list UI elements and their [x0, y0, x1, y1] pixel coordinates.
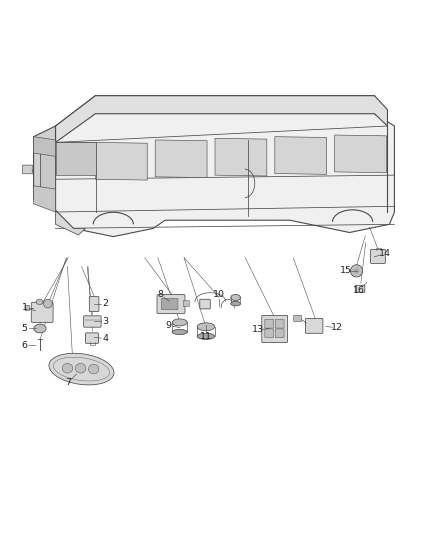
Text: 15: 15 — [339, 266, 352, 276]
Text: 13: 13 — [252, 325, 265, 334]
Polygon shape — [215, 138, 267, 176]
Text: 5: 5 — [22, 324, 28, 333]
FancyBboxPatch shape — [262, 316, 288, 343]
Text: 2: 2 — [102, 299, 109, 308]
Ellipse shape — [49, 353, 114, 385]
Text: 12: 12 — [331, 323, 343, 332]
Text: 8: 8 — [157, 290, 163, 300]
Polygon shape — [34, 136, 56, 156]
FancyBboxPatch shape — [84, 316, 101, 327]
Ellipse shape — [231, 294, 240, 301]
Polygon shape — [34, 126, 56, 211]
Text: 9: 9 — [166, 321, 172, 330]
Polygon shape — [56, 142, 96, 175]
Polygon shape — [95, 142, 147, 180]
Ellipse shape — [197, 333, 215, 340]
FancyBboxPatch shape — [265, 319, 274, 328]
Ellipse shape — [75, 364, 86, 373]
Ellipse shape — [34, 324, 46, 333]
Text: 4: 4 — [102, 334, 109, 343]
FancyBboxPatch shape — [183, 301, 189, 306]
FancyBboxPatch shape — [293, 316, 301, 321]
FancyBboxPatch shape — [276, 329, 284, 338]
Ellipse shape — [172, 329, 187, 335]
Text: 11: 11 — [200, 332, 212, 341]
Circle shape — [354, 268, 359, 273]
FancyBboxPatch shape — [200, 299, 210, 309]
Polygon shape — [34, 186, 56, 212]
Circle shape — [350, 265, 363, 277]
Text: 6: 6 — [22, 342, 28, 351]
FancyBboxPatch shape — [305, 318, 323, 333]
FancyBboxPatch shape — [157, 294, 185, 313]
FancyBboxPatch shape — [276, 319, 284, 328]
Polygon shape — [275, 136, 327, 174]
Ellipse shape — [197, 323, 215, 330]
Ellipse shape — [36, 299, 43, 304]
FancyBboxPatch shape — [89, 297, 99, 311]
Polygon shape — [56, 211, 85, 235]
FancyBboxPatch shape — [265, 329, 274, 338]
Text: 1: 1 — [22, 303, 28, 312]
Text: 7: 7 — [65, 378, 71, 387]
FancyBboxPatch shape — [371, 249, 385, 263]
Text: 10: 10 — [213, 290, 225, 300]
FancyBboxPatch shape — [161, 298, 178, 310]
Text: 16: 16 — [353, 286, 365, 295]
Text: 14: 14 — [379, 249, 391, 258]
Polygon shape — [335, 135, 386, 173]
Text: 3: 3 — [102, 317, 109, 326]
Circle shape — [43, 299, 52, 308]
Polygon shape — [56, 96, 395, 237]
Ellipse shape — [62, 364, 73, 373]
FancyBboxPatch shape — [85, 333, 99, 343]
FancyBboxPatch shape — [25, 305, 29, 311]
Polygon shape — [41, 142, 56, 191]
Ellipse shape — [231, 302, 240, 306]
Ellipse shape — [172, 319, 187, 326]
FancyBboxPatch shape — [22, 165, 33, 174]
FancyBboxPatch shape — [31, 302, 53, 322]
Ellipse shape — [88, 364, 99, 374]
FancyBboxPatch shape — [355, 285, 365, 292]
Polygon shape — [56, 96, 388, 142]
Polygon shape — [155, 140, 207, 177]
